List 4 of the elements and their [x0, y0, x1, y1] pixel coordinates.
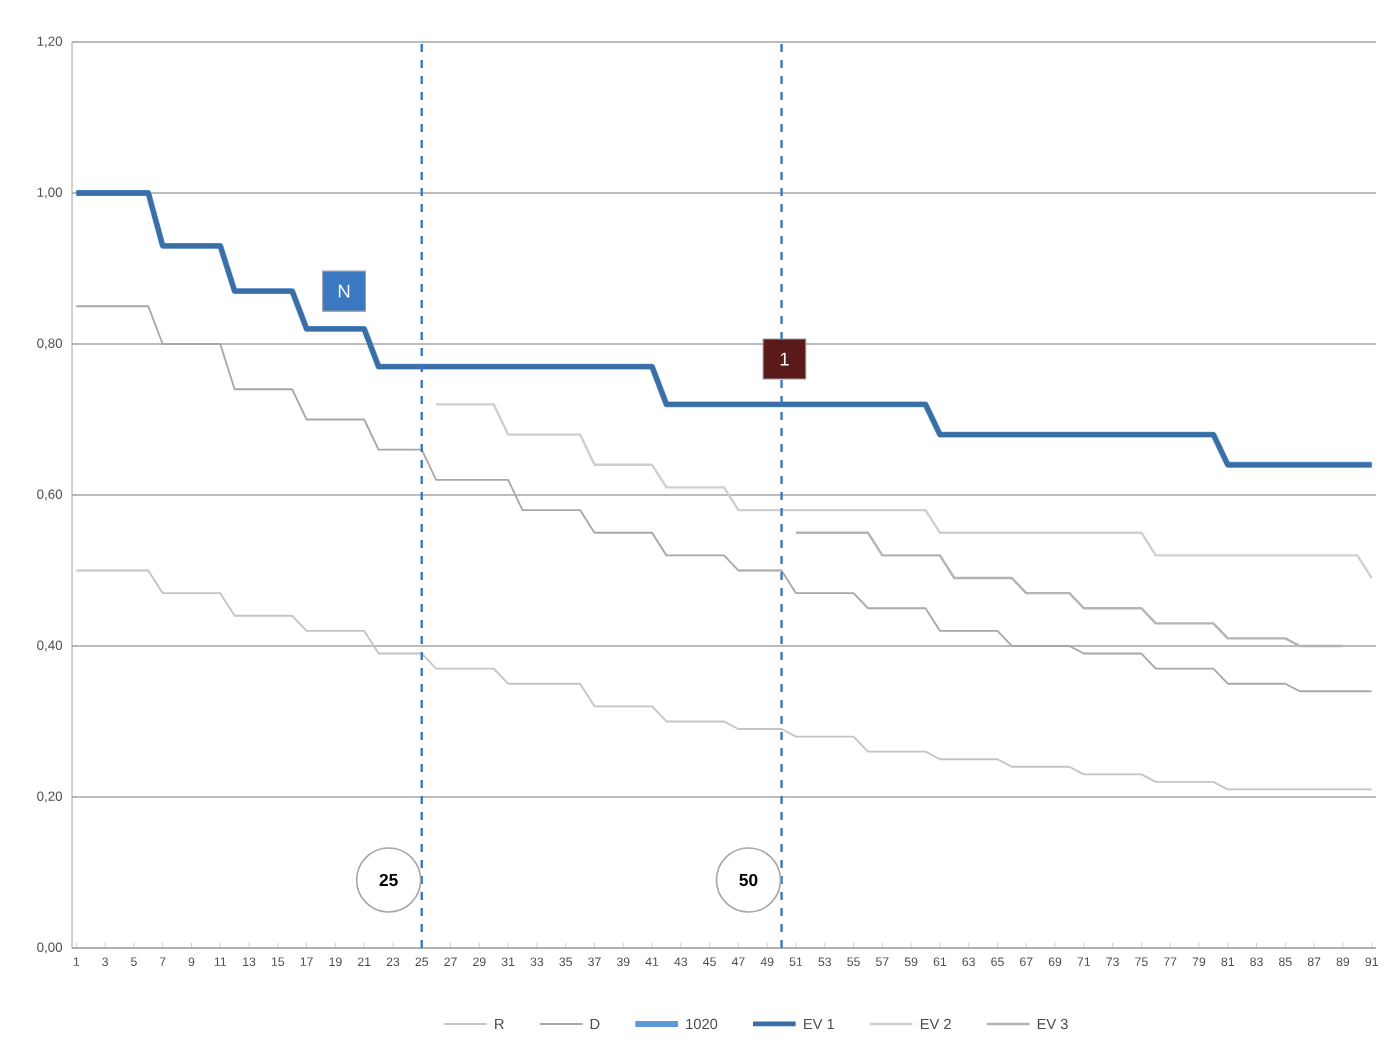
annotation: N: [338, 284, 350, 298]
ref-line-label: 25: [379, 873, 398, 887]
ref-line-label: 50: [739, 873, 758, 887]
annotation: 1: [780, 352, 789, 366]
